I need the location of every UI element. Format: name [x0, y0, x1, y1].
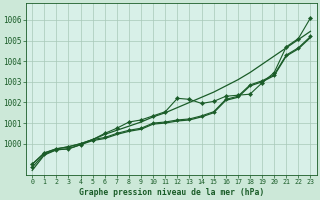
X-axis label: Graphe pression niveau de la mer (hPa): Graphe pression niveau de la mer (hPa)	[79, 188, 264, 197]
